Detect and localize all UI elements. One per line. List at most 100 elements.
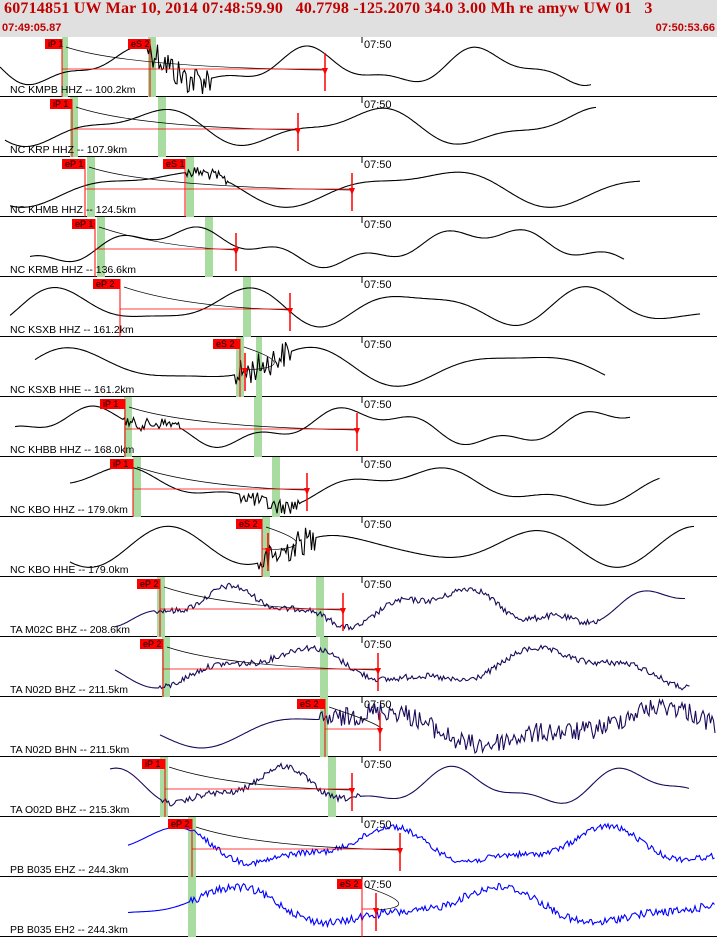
minute-label: 07:50: [364, 399, 392, 411]
trace-row[interactable]: 07:50 eP 1 eS 1 NC KHMB HHZ -- 124.5km: [0, 157, 717, 217]
pick-box[interactable]: [142, 759, 165, 769]
coda-marker-head: [373, 908, 379, 915]
coda-marker-head: [349, 788, 355, 795]
pick-box[interactable]: [236, 519, 262, 529]
pick-box[interactable]: [62, 159, 85, 169]
station-label: NC KSXB HHZ -- 161.2km: [10, 324, 134, 336]
trace-row[interactable]: 07:50 iP 1 NC KRP HHZ -- 107.9km: [0, 97, 717, 157]
trace-row[interactable]: 07:50 eS 2 NC KBO HHE -- 179.0km: [0, 517, 717, 577]
pick-window: [316, 577, 324, 637]
pick-window: [157, 577, 165, 637]
pick-box[interactable]: [72, 219, 95, 229]
pick-box[interactable]: [163, 159, 185, 169]
minute-label: 07:50: [364, 99, 392, 111]
pick-window: [158, 97, 166, 157]
station-label: TA M02C BHZ -- 208.6km: [10, 624, 130, 636]
travel-time-curve: [98, 226, 237, 251]
travel-time-curve: [65, 46, 326, 71]
pick-window: [160, 757, 168, 817]
coda-marker-head: [397, 848, 403, 855]
minute-label: 07:50: [364, 519, 392, 531]
pick-box[interactable]: [110, 459, 133, 469]
trace-row[interactable]: 07:50 iP 1 NC KHBB HHZ -- 168.0km: [0, 397, 717, 457]
waveform: [9, 167, 641, 208]
pick-box[interactable]: [140, 639, 163, 649]
pick-label: iP 1: [48, 39, 63, 49]
pick-window: [70, 97, 78, 157]
waveform: [127, 882, 715, 929]
pick-label: eS 2: [239, 519, 258, 529]
minute-label: 07:50: [364, 339, 392, 351]
trace-row[interactable]: 07:50 eP 2 TA N02D BHZ -- 211.5km: [0, 637, 717, 697]
minute-label: 07:50: [364, 279, 392, 291]
pick-label: eP 2: [171, 819, 189, 829]
waveform: [14, 405, 631, 448]
station-label: NC KBO HHZ -- 179.0km: [10, 504, 128, 516]
coda-marker-head: [295, 128, 301, 135]
minute-label: 07:50: [364, 459, 392, 471]
travel-time-curve: [136, 466, 308, 491]
trace-row[interactable]: 07:50 eS 2 NC KSXB HHE -- 161.2km: [0, 337, 717, 397]
minute-label: 07:50: [364, 819, 392, 831]
pick-window: [320, 637, 328, 697]
pick-label: eP 2: [143, 639, 161, 649]
minute-label: 07:50: [364, 39, 392, 51]
trace-row[interactable]: 07:50 eP 2 PB B035 EHZ -- 244.3km: [0, 817, 717, 877]
waveform: [69, 525, 695, 570]
pick-box[interactable]: [100, 399, 125, 409]
end-time: 07:50:53.66: [655, 22, 715, 34]
minute-label: 07:50: [364, 759, 392, 771]
station-label: NC KMPB HHZ -- 100.2km: [10, 84, 136, 96]
pick-label: eS 1: [166, 159, 185, 169]
pick-label: eP 2: [96, 279, 114, 289]
trace-row[interactable]: 07:50 eP 2 NC KSXB HHZ -- 161.2km: [0, 277, 717, 337]
travel-time-curve: [88, 166, 353, 191]
pick-window: [62, 37, 68, 97]
waveform: [9, 286, 701, 328]
pick-window: [328, 757, 336, 817]
pick-label: eS 2: [216, 339, 235, 349]
pick-box[interactable]: [93, 279, 120, 289]
pick-box[interactable]: [213, 339, 240, 349]
minute-label: 07:50: [364, 579, 392, 591]
pick-box[interactable]: [137, 579, 160, 589]
station-label: NC KHBB HHZ -- 168.0km: [10, 444, 135, 456]
station-label: TA N02D BHN -- 211.5km: [10, 744, 129, 756]
pick-box[interactable]: [45, 39, 62, 49]
minute-label: 07:50: [364, 219, 392, 231]
trace-row[interactable]: 07:50 iP 1 TA O02D BHZ -- 215.3km: [0, 757, 717, 817]
waveform: [127, 822, 715, 868]
pick-label: iP 1: [103, 399, 118, 409]
pick-box[interactable]: [168, 819, 192, 829]
station-label: NC KHMB HHZ -- 124.5km: [10, 204, 136, 216]
trace-row[interactable]: 07:50 iP 1 eS 2 NC KMPB HHZ -- 100.2km: [0, 37, 717, 97]
trace-row[interactable]: 07:50 eP 1 NC KRMB HHZ -- 136.6km: [0, 217, 717, 277]
pick-window: [272, 457, 280, 517]
pick-box[interactable]: [337, 879, 362, 889]
station-label: PB B035 EH2 -- 244.3km: [10, 924, 128, 936]
pick-label: eP 1: [75, 219, 93, 229]
station-label: NC KSXB HHE -- 161.2km: [10, 384, 135, 396]
coda-marker-head: [340, 608, 346, 615]
trace-row[interactable]: 07:50 iP 1 NC KBO HHZ -- 179.0km: [0, 457, 717, 517]
pick-window: [148, 37, 156, 97]
minute-label: 07:50: [364, 159, 392, 171]
pick-window: [87, 157, 95, 217]
travel-time-curve: [265, 526, 297, 551]
station-label: NC KBO HHE -- 179.0km: [10, 564, 129, 576]
start-time: 07:49:05.87: [2, 22, 62, 34]
station-label: TA N02D BHZ -- 211.5km: [10, 684, 128, 696]
trace-row[interactable]: 07:50 eP 2 TA M02C BHZ -- 208.6km: [0, 577, 717, 637]
pick-window: [205, 217, 213, 277]
pick-window: [162, 637, 170, 697]
pick-box[interactable]: [297, 699, 325, 709]
waveform: [0, 43, 592, 95]
coda-marker-head: [349, 188, 355, 195]
pick-box[interactable]: [50, 99, 72, 109]
coda-marker-head: [377, 728, 383, 735]
trace-row[interactable]: 07:50 eS 2 PB B035 EH2 -- 244.3km: [0, 877, 717, 937]
pick-box[interactable]: [128, 39, 150, 49]
coda-marker-head: [287, 308, 293, 315]
